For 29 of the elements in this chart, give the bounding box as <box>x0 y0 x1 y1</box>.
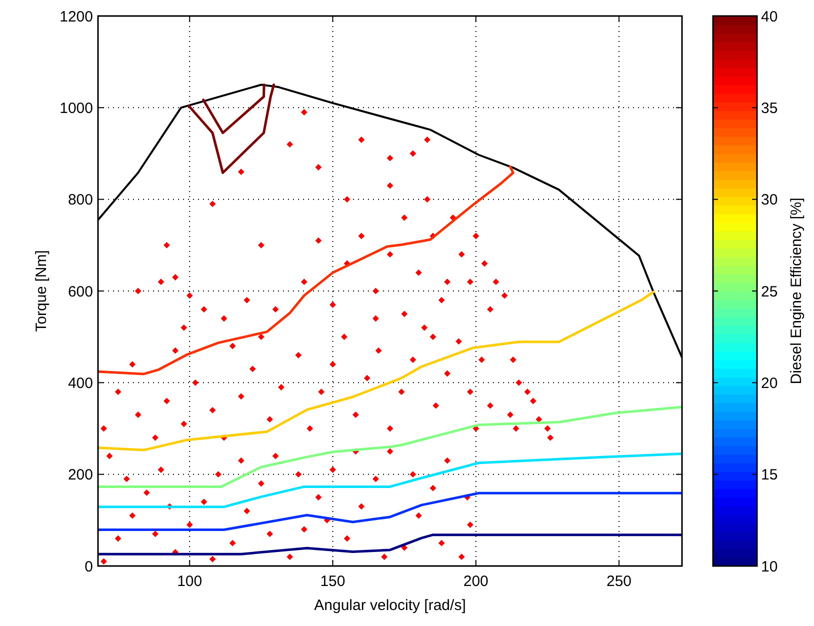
line-series <box>98 166 514 376</box>
color-bar-label: 25 <box>761 283 778 300</box>
x-tick-label: 100 <box>177 573 202 590</box>
color-bar-label: 15 <box>761 466 778 484</box>
y-tick-label: 0 <box>84 558 93 576</box>
y-tick-label: 1000 <box>60 100 93 117</box>
x-tick-label: 250 <box>606 573 632 590</box>
color-bar-label: 40 <box>761 8 778 26</box>
line-series <box>98 452 682 508</box>
color-bar-label: 10 <box>761 558 778 576</box>
y-tick-label: 1200 <box>60 8 93 26</box>
x-axis-title: Angular velocity [rad/s] <box>314 597 466 614</box>
y-axis-title: Torque [Nm] <box>33 250 50 332</box>
line-series <box>98 492 682 532</box>
line-series <box>98 290 655 452</box>
y-tick-label: 800 <box>68 192 93 209</box>
color-bar-label: 20 <box>761 374 778 392</box>
x-tick-label: 200 <box>463 573 488 590</box>
y-tick-label: 600 <box>68 283 93 300</box>
line-series <box>98 406 682 488</box>
line-series <box>98 534 682 556</box>
y-tick-label: 200 <box>68 466 93 484</box>
color-bar-label: 30 <box>761 192 778 209</box>
x-tick-label: 150 <box>320 573 346 590</box>
line-series <box>202 84 266 134</box>
line-series <box>188 84 276 174</box>
y-tick-label: 400 <box>68 374 93 392</box>
color-bar-label: 35 <box>761 100 778 117</box>
color-bar-title: Diesel Engine Efficiency [%] <box>788 198 805 384</box>
